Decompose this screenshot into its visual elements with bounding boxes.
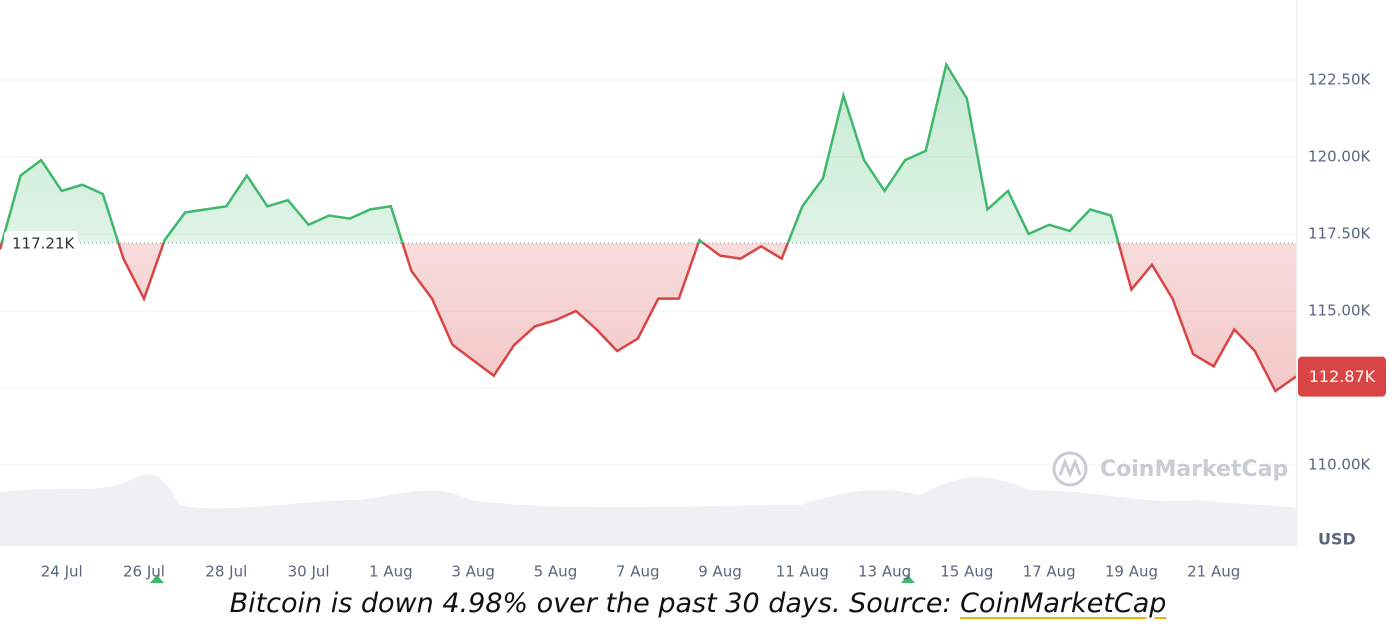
source-link[interactable]: CoinMarketCap [960, 588, 1167, 619]
x-tick-label: 15 Aug [940, 563, 993, 581]
x-tick-label: 13 Aug [858, 563, 911, 581]
x-tick-label: 19 Aug [1105, 563, 1158, 581]
y-tick-label: 120.00K [1308, 148, 1371, 166]
caption: Bitcoin is down 4.98% over the past 30 d… [0, 588, 1396, 619]
x-tick-label: 3 Aug [451, 563, 495, 581]
event-marker [150, 575, 164, 583]
y-tick-label: 117.50K [1308, 225, 1371, 243]
price-tag-label: 112.87K [1309, 367, 1376, 386]
event-marker [901, 575, 915, 583]
x-tick-label: 30 Jul [288, 563, 330, 581]
x-tick-label: 9 Aug [698, 563, 742, 581]
x-tick-label: 26 Jul [123, 563, 165, 581]
watermark-text: CoinMarketCap [1100, 457, 1288, 482]
y-tick-label: 115.00K [1308, 301, 1371, 319]
line-up [0, 61, 1120, 243]
chart: CoinMarketCap USD 110.00K112.50K115.00K1… [0, 0, 1386, 583]
x-tick-label: 24 Jul [41, 563, 83, 581]
baseline-label-bg [4, 230, 78, 255]
y-tick-label: 122.50K [1308, 71, 1371, 89]
watermark: CoinMarketCap [1052, 451, 1288, 487]
y-unit: USD [1318, 530, 1356, 549]
x-tick-label: 17 Aug [1023, 563, 1076, 581]
volume-area [0, 474, 1296, 545]
y-tick-label: 110.00K [1308, 455, 1371, 473]
x-tick-label: 11 Aug [776, 563, 829, 581]
baseline-label: 117.21K [12, 234, 75, 252]
price-tag [1298, 356, 1386, 397]
caption-text: Bitcoin is down 4.98% over the past 30 d… [229, 588, 961, 619]
line-down [0, 242, 1296, 393]
x-tick-label: 1 Aug [369, 563, 413, 581]
x-tick-label: 28 Jul [205, 563, 247, 581]
x-tick-label: 5 Aug [534, 563, 578, 581]
area-up [1, 64, 1119, 243]
x-tick-label: 7 Aug [616, 563, 660, 581]
x-tick-label: 21 Aug [1187, 563, 1240, 581]
